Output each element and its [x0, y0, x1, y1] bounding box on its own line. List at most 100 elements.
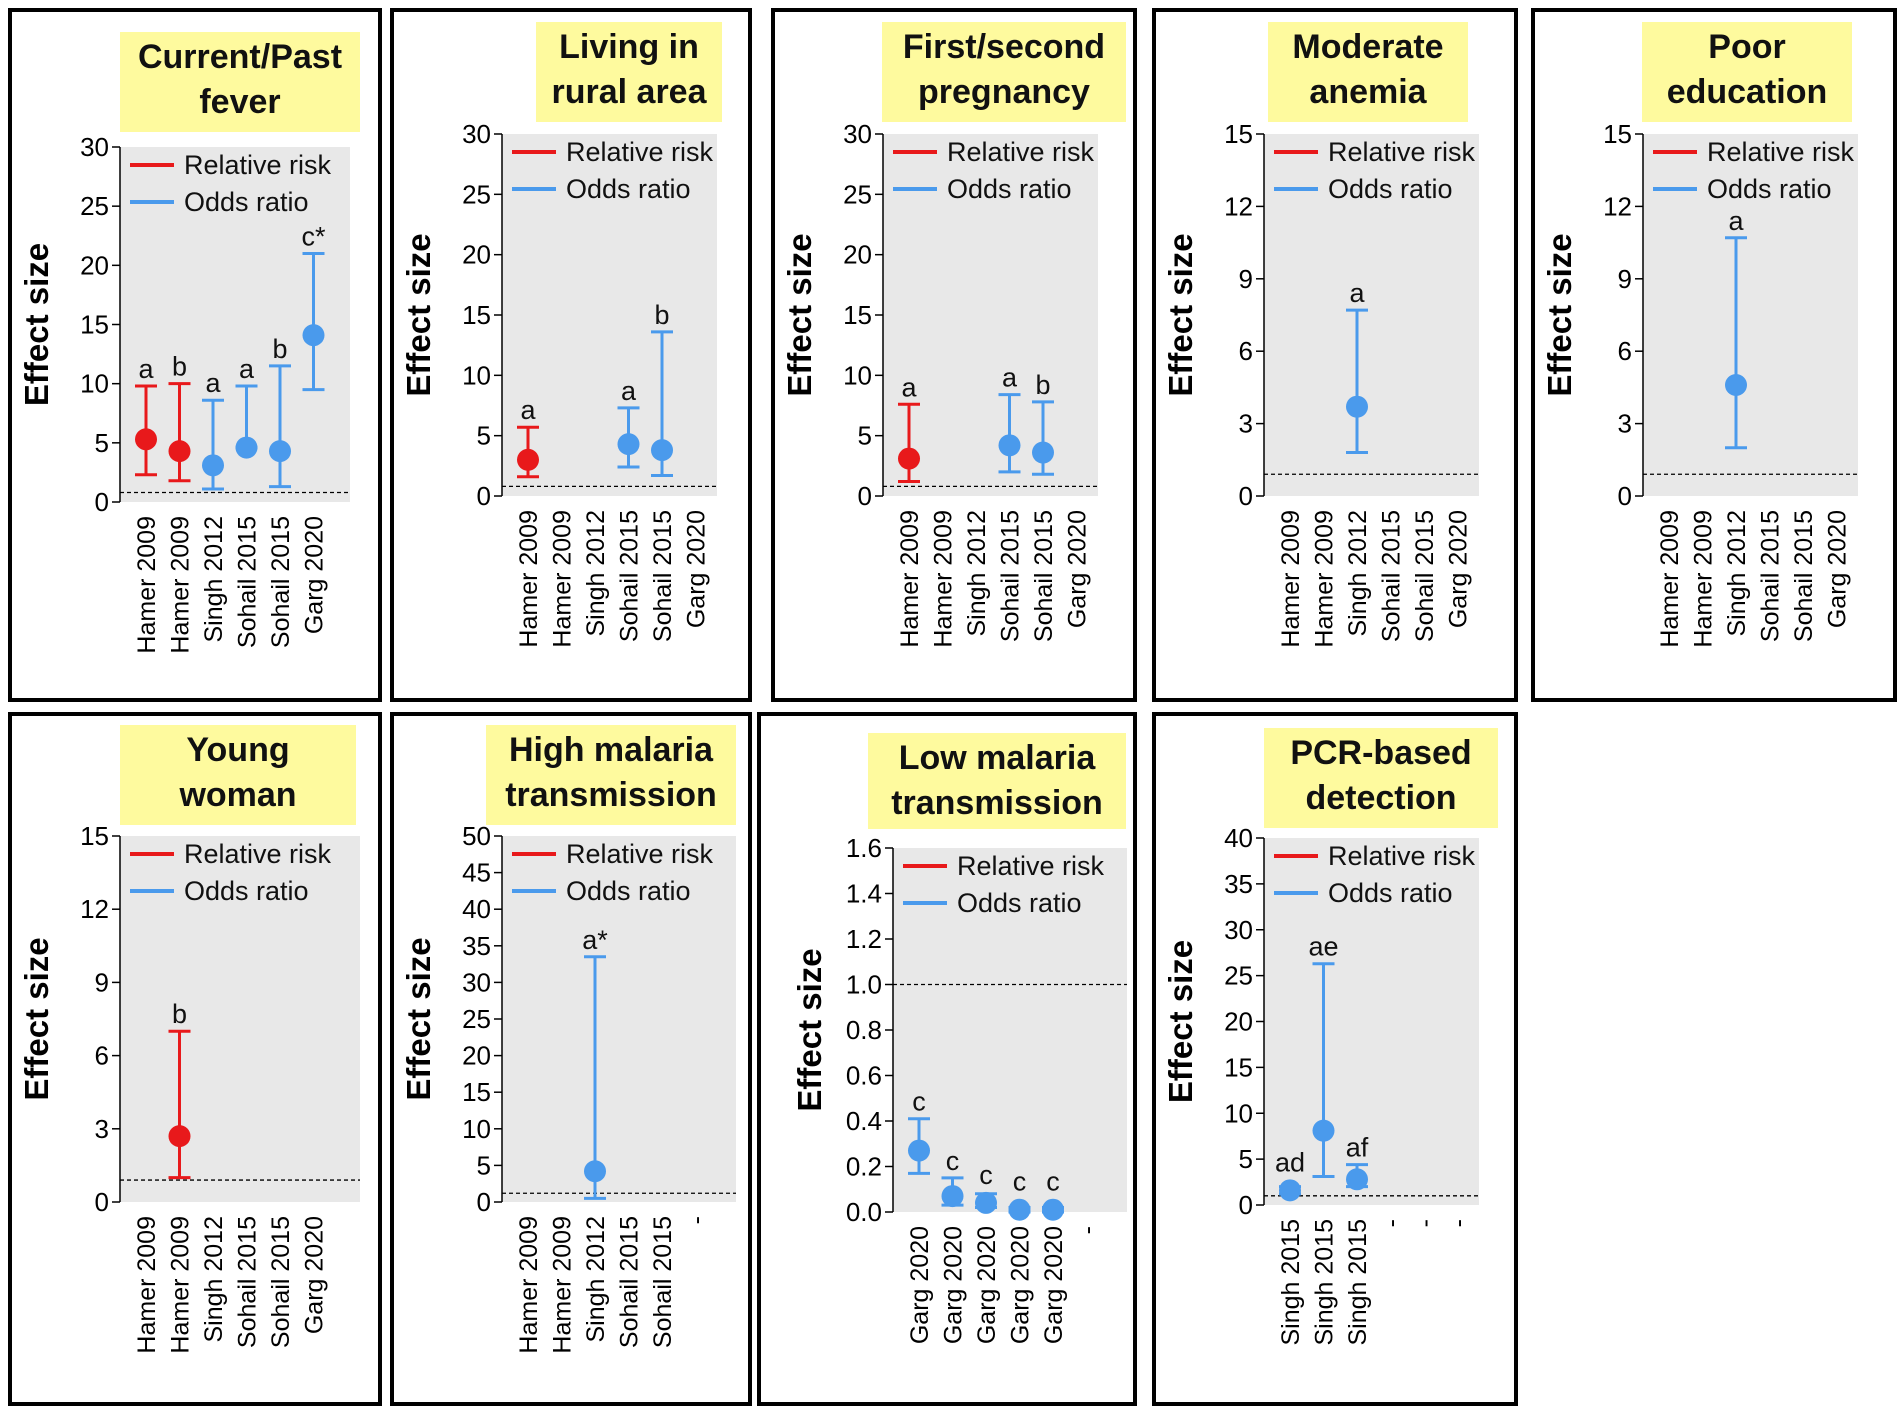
x-category-label: Garg 2020: [301, 1216, 329, 1334]
x-category-label: Garg 2020: [1007, 1226, 1035, 1344]
panel-frame: [8, 712, 382, 1406]
x-category-label: Garg 2020: [1445, 510, 1473, 628]
y-tick-label: 30: [1224, 915, 1253, 945]
plot-area: [883, 134, 1098, 496]
chart-panel-young-woman: Young woman Effect size 0 3 6 9 12 15 Relative ri…: [8, 712, 382, 1406]
point-annotation: a: [205, 368, 221, 398]
y-tick-label: 15: [80, 821, 109, 851]
x-category-label: Garg 2020: [1040, 1226, 1068, 1344]
point-marker: [1725, 373, 1747, 396]
y-tick-label: 1.2: [846, 924, 882, 954]
point-annotation: b: [1035, 370, 1050, 400]
y-tick-label: 25: [462, 1004, 491, 1034]
data-point-odds-ratio: ae: [1308, 932, 1339, 1179]
point-annotation: c: [946, 1146, 960, 1176]
point-marker: [975, 1191, 997, 1214]
data-point-odds-ratio: ad: [1275, 1147, 1305, 1202]
y-tick-label: 25: [462, 179, 491, 209]
y-tick-label: 0.8: [846, 1015, 882, 1045]
panel-frame: [1152, 712, 1518, 1406]
point-marker: [235, 436, 258, 459]
x-category-label: Singh 2012: [200, 1216, 228, 1343]
y-tick-label: 6: [1239, 336, 1253, 366]
y-tick-label: 0: [95, 1187, 109, 1217]
point-marker: [1042, 1198, 1064, 1221]
point-marker: [1032, 441, 1054, 464]
title-line: transmission: [505, 776, 717, 814]
x-category-label: Sohail 2015: [616, 510, 644, 642]
y-tick-label: 10: [1224, 1098, 1253, 1128]
data-point-odds-ratio: a: [235, 354, 258, 459]
data-point-odds-ratio: c: [1042, 1167, 1064, 1221]
point-marker: [302, 324, 325, 347]
chart-panel-moderate-anemia: Moderate anemia Effect size 0 3 6 9 12 15 Relativ…: [1152, 8, 1518, 702]
point-annotation: af: [1346, 1133, 1369, 1163]
x-category-label: Singh 2012: [1344, 510, 1372, 637]
y-axis-label: Effect size: [1541, 233, 1578, 396]
point-marker: [1279, 1179, 1301, 1202]
title-line: Moderate: [1292, 28, 1443, 66]
panel-frame: [1531, 8, 1897, 702]
data-point-odds-ratio: c: [1008, 1167, 1031, 1221]
y-tick-label: 40: [1224, 823, 1253, 853]
y-tick-label: 9: [1239, 264, 1253, 294]
point-annotation: a: [1728, 206, 1744, 236]
point-annotation: ae: [1308, 932, 1338, 962]
y-tick-label: 30: [462, 967, 491, 997]
y-axis-label: Effect size: [1162, 233, 1199, 396]
legend-odds-ratio-label: Odds ratio: [1707, 174, 1832, 204]
x-category-label: Singh 2012: [200, 516, 228, 643]
plot-area: [893, 848, 1127, 1212]
legend-odds-ratio-label: Odds ratio: [184, 876, 309, 906]
y-tick-label: 30: [80, 132, 109, 162]
y-tick-label: 30: [843, 119, 872, 149]
x-category-label: Singh 2012: [1723, 510, 1751, 637]
y-tick-label: 0: [1239, 1190, 1253, 1220]
y-tick-label: 0.6: [846, 1061, 882, 1091]
title-line: education: [1667, 73, 1828, 111]
legend-odds-ratio-label: Odds ratio: [947, 174, 1072, 204]
point-marker: [517, 448, 539, 471]
legend-relative-risk-label: Relative risk: [957, 851, 1105, 881]
x-category-label: Hamer 2009: [167, 1216, 195, 1354]
point-annotation: b: [172, 352, 187, 382]
chart-panel-current-past-fever: Current/Past fever Effect size 0 5 10 15 20 25 30…: [8, 8, 382, 702]
y-tick-label: 3: [1618, 409, 1632, 439]
legend-relative-risk-label: Relative risk: [566, 839, 714, 869]
x-category-label: Garg 2020: [973, 1226, 1001, 1344]
title-line: Young: [186, 731, 289, 769]
data-point-relative-risk: b: [168, 999, 191, 1180]
point-annotation: c: [1046, 1167, 1060, 1197]
y-tick-label: 5: [477, 1150, 491, 1180]
point-annotation: b: [172, 999, 187, 1029]
data-point-relative-risk: a: [135, 354, 157, 477]
x-category-label: Singh 2012: [963, 510, 991, 637]
point-marker: [202, 454, 224, 477]
x-category-label: Garg 2020: [301, 516, 329, 634]
y-tick-label: 6: [1618, 336, 1632, 366]
x-category-label: Singh 2012: [582, 510, 610, 637]
y-tick-label: 20: [462, 240, 491, 270]
y-tick-label: 5: [858, 421, 872, 451]
point-annotation: ad: [1275, 1147, 1305, 1177]
y-tick-label: 20: [843, 240, 872, 270]
y-tick-label: 12: [1603, 191, 1632, 221]
x-category-label: Sohail 2015: [649, 1216, 677, 1348]
x-category-label: Sohail 2015: [997, 510, 1025, 642]
y-tick-label: 35: [462, 931, 491, 961]
x-category-label: Hamer 2009: [1311, 510, 1339, 648]
title-box: [1264, 728, 1498, 828]
plot-area: [502, 134, 717, 496]
legend-relative-risk-label: Relative risk: [1328, 137, 1476, 167]
title-line: Current/Past: [138, 38, 342, 76]
y-tick-label: 45: [462, 858, 491, 888]
x-category-label: Garg 2020: [1824, 510, 1852, 628]
y-tick-label: 5: [1239, 1144, 1253, 1174]
point-marker: [998, 434, 1021, 457]
y-axis-label: Effect size: [781, 233, 818, 396]
y-tick-label: 10: [80, 369, 109, 399]
x-category-label: Hamer 2009: [549, 510, 577, 648]
y-tick-label: 12: [1224, 191, 1253, 221]
plot-area: [1264, 134, 1479, 496]
